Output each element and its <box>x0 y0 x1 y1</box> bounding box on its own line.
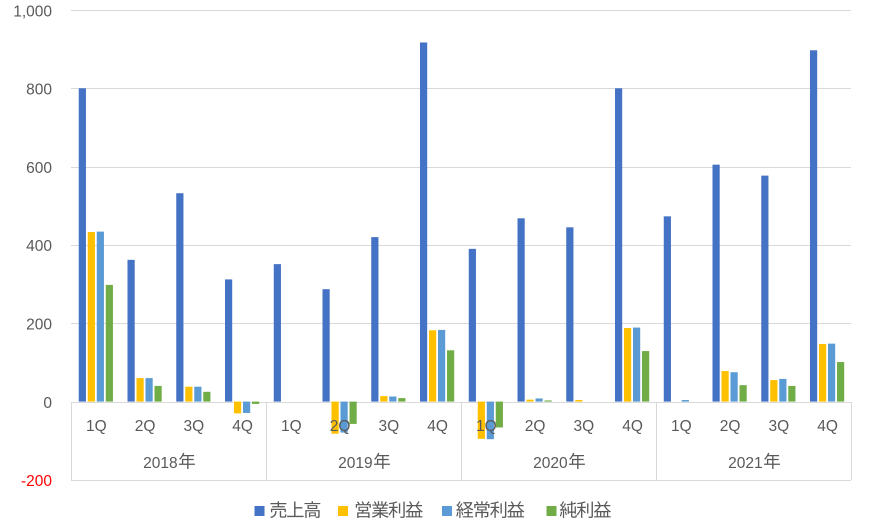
svg-text:2Q: 2Q <box>330 418 351 435</box>
svg-text:3Q: 3Q <box>379 418 400 435</box>
svg-text:200: 200 <box>26 317 52 334</box>
svg-text:2019: 2019 <box>338 455 372 472</box>
svg-text:600: 600 <box>26 160 52 177</box>
svg-text:-200: -200 <box>21 473 52 490</box>
svg-text:1Q: 1Q <box>476 418 497 435</box>
svg-text:4Q: 4Q <box>817 418 838 435</box>
svg-text:2021: 2021 <box>728 455 762 472</box>
svg-text:3Q: 3Q <box>769 418 790 435</box>
svg-text:2020: 2020 <box>533 455 568 472</box>
svg-text:4Q: 4Q <box>622 418 643 435</box>
svg-text:2Q: 2Q <box>525 418 546 435</box>
svg-text:4Q: 4Q <box>232 418 253 435</box>
svg-text:1,000: 1,000 <box>13 3 52 20</box>
svg-text:0: 0 <box>43 395 52 412</box>
svg-text:1Q: 1Q <box>671 418 692 435</box>
svg-text:3Q: 3Q <box>184 418 205 435</box>
svg-text:1Q: 1Q <box>281 418 302 435</box>
svg-text:2Q: 2Q <box>135 418 156 435</box>
svg-text:2Q: 2Q <box>720 418 741 435</box>
svg-text:3Q: 3Q <box>574 418 595 435</box>
svg-text:400: 400 <box>26 238 52 255</box>
svg-text:1Q: 1Q <box>86 418 107 435</box>
svg-text:2018: 2018 <box>143 455 177 472</box>
svg-text:800: 800 <box>26 82 52 99</box>
svg-text:4Q: 4Q <box>427 418 448 435</box>
